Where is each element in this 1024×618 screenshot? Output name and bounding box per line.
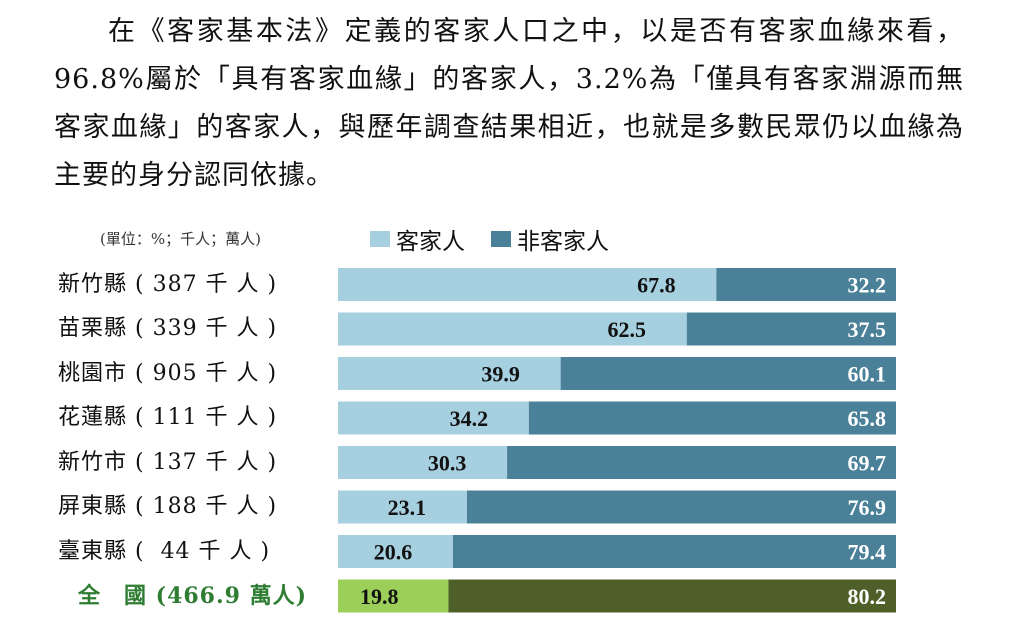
category-label-total: 全 國 (466.9 萬人) [78,583,308,609]
bar-non-hakka [716,268,896,301]
bar-hakka [338,490,467,524]
data-label-hakka: 23.1 [388,495,427,520]
category-label: 新竹市 ( 137 千 人 ) [58,449,278,475]
bar-non-hakka [466,490,896,524]
data-label-hakka: 20.6 [374,540,413,565]
data-label-non-hakka: 79.4 [848,540,887,565]
bar-non-hakka [686,312,896,346]
bar-hakka [338,312,687,346]
category-label: 新竹縣 ( 387 千 人 ) [58,271,278,297]
data-label-non-hakka: 80.2 [848,584,887,609]
bar-hakka [338,579,449,613]
unit-note: (單位：%；千人；萬人) [100,230,261,248]
data-label-non-hakka: 69.7 [848,451,887,476]
bar-hakka [338,535,453,568]
category-label: 屏東縣 ( 188 千 人 ) [58,494,278,519]
bar-hakka [338,357,561,390]
category-label: 臺東縣 ( 44 千 人 ) [58,538,271,564]
data-label-hakka: 67.8 [637,273,676,298]
legend-swatch-non-hakka [491,231,511,247]
bar-hakka [338,446,508,479]
legend-swatch-hakka [370,231,390,247]
data-label-non-hakka: 32.2 [848,273,887,298]
bar-non-hakka [448,579,896,613]
data-label-hakka: 39.9 [481,362,520,387]
legend-item-hakka: 客家人 [370,222,465,256]
data-label-hakka: 19.8 [360,584,399,609]
intro-paragraph: 在《客家基本法》定義的客家人口之中，以是否有客家血緣來看，96.8%屬於「具有客… [54,16,964,191]
category-label: 桃園市 ( 905 千 人 ) [58,360,278,386]
data-label-hakka: 34.2 [450,406,489,431]
legend-label-hakka: 客家人 [396,229,465,255]
bar-hakka [338,268,717,301]
bar-non-hakka [507,446,896,479]
data-label-non-hakka: 37.5 [848,317,887,342]
category-label: 花蓮縣 ( 111 千 人 ) [58,405,278,430]
data-label-hakka: 30.3 [428,451,467,476]
chart-legend: 客家人 非客家人 [370,222,635,256]
category-label: 苗栗縣 ( 339 千 人 ) [58,316,278,341]
legend-item-non-hakka: 非客家人 [491,222,609,256]
legend-label-non-hakka: 非客家人 [517,229,609,255]
bar-non-hakka [528,401,896,435]
bar-non-hakka [560,357,896,390]
bar-hakka [338,401,529,435]
data-label-non-hakka: 60.1 [848,362,887,387]
data-label-non-hakka: 76.9 [848,495,887,520]
data-label-non-hakka: 65.8 [848,406,887,431]
data-label-hakka: 62.5 [608,317,647,342]
bar-non-hakka [452,535,896,568]
